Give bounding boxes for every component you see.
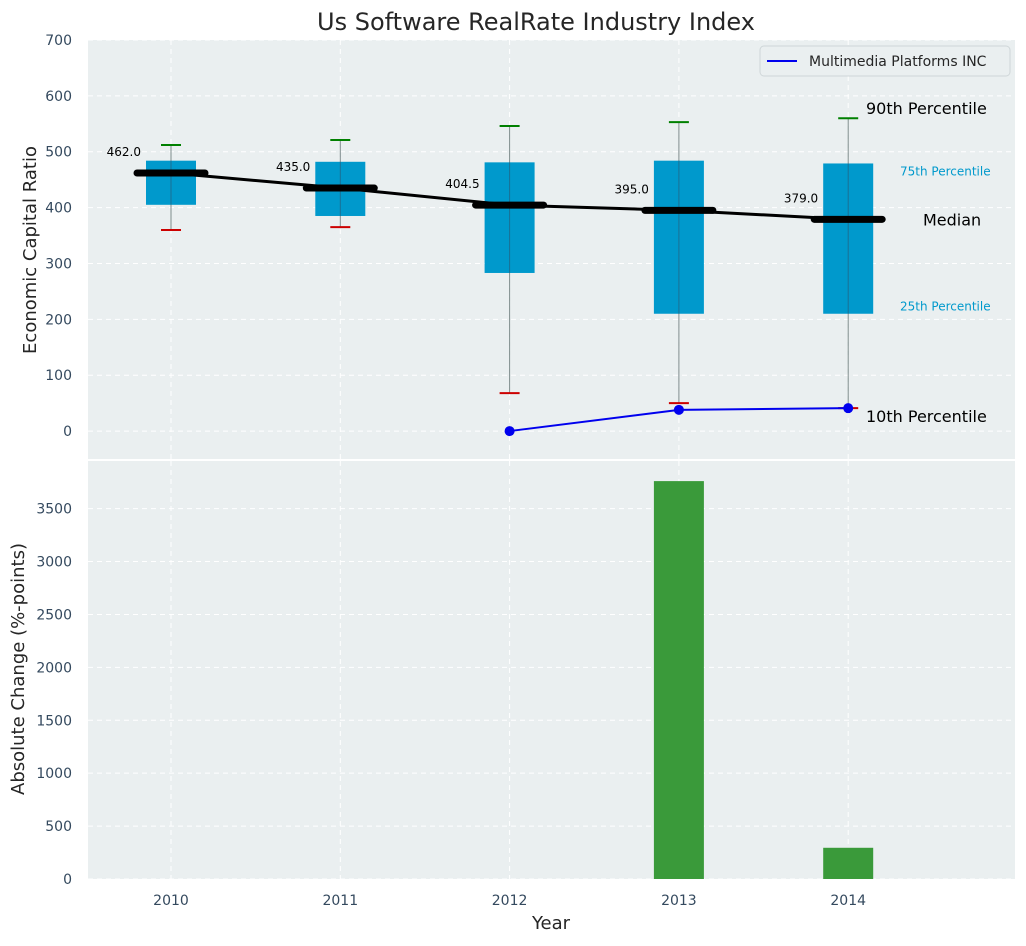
bottom-y-tick-label: 2000	[36, 660, 72, 676]
median-value-label: 435.0	[276, 160, 310, 174]
top-y-tick-label: 300	[45, 256, 72, 272]
company-series-point	[504, 426, 515, 437]
change-bar	[823, 847, 874, 879]
x-tick-label: 2012	[492, 893, 528, 909]
bottom-y-tick-label: 2500	[36, 607, 72, 623]
company-series-point	[843, 403, 854, 414]
bottom-y-tick-label: 1000	[36, 766, 72, 782]
bottom-y-tick-label: 1500	[36, 713, 72, 729]
change-bar	[653, 481, 704, 879]
company-series-point	[673, 404, 684, 415]
top-y-tick-label: 200	[45, 312, 72, 328]
legend-box	[759, 45, 1011, 77]
annotation-p75: 75th Percentile	[900, 164, 991, 178]
top-y-axis-label: Economic Capital Ratio	[20, 146, 41, 354]
top-y-tick-label: 500	[45, 145, 72, 161]
x-axis-label: Year	[531, 913, 571, 934]
top-y-tick-label: 700	[45, 33, 72, 49]
bottom-y-tick-label: 3000	[36, 555, 72, 571]
median-value-label: 462.0	[107, 145, 141, 159]
x-tick-label: 2011	[322, 893, 358, 909]
median-value-label: 379.0	[784, 191, 818, 205]
bottom-y-axis-label: Absolute Change (%-points)	[8, 543, 29, 795]
x-tick-label: 2010	[153, 893, 189, 909]
bottom-y-tick-label: 3500	[36, 502, 72, 518]
annotation-p25: 25th Percentile	[900, 300, 991, 314]
legend-entry-label: Multimedia Platforms INC	[809, 54, 987, 70]
annotation-p90: 90th Percentile	[866, 99, 987, 118]
top-y-tick-label: 0	[63, 424, 72, 440]
annotation-median: Median	[923, 210, 981, 229]
top-y-tick-label: 600	[45, 89, 72, 105]
top-y-tick-label: 400	[45, 201, 72, 217]
median-value-label: 395.0	[615, 182, 649, 196]
x-tick-label: 2013	[661, 893, 697, 909]
bottom-plot-background	[88, 461, 1015, 879]
bottom-y-tick-label: 0	[63, 872, 72, 888]
x-tick-label: 2014	[830, 893, 866, 909]
bottom-y-tick-label: 500	[45, 819, 72, 835]
chart-title: Us Software RealRate Industry Index	[317, 8, 755, 36]
median-value-label: 404.5	[445, 177, 479, 191]
top-y-tick-label: 100	[45, 368, 72, 384]
annotation-p10: 10th Percentile	[866, 407, 987, 426]
legend: Multimedia Platforms INC	[759, 45, 1011, 77]
